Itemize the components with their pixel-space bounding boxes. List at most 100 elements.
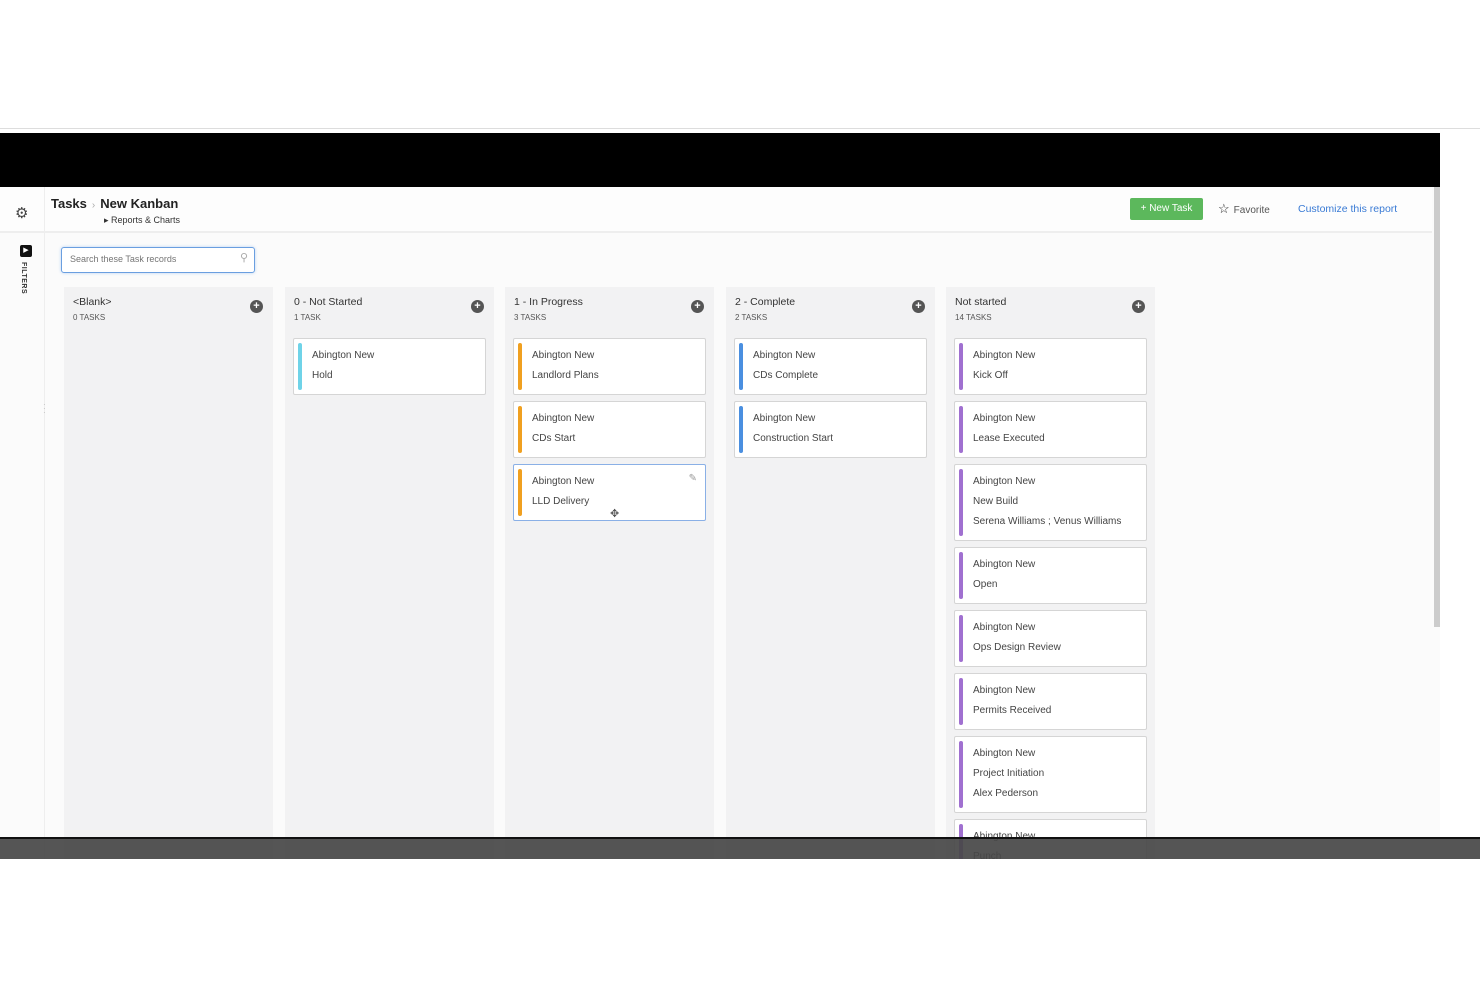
card-line: Abington New (312, 350, 375, 361)
add-card-icon[interactable]: + (912, 300, 925, 313)
video-control-bar (0, 837, 1480, 859)
edit-pencil-icon[interactable]: ✎ (688, 473, 697, 484)
card-line: Abington New (753, 350, 816, 361)
card-list: Abington New Landlord Plans Abington New CD… (513, 338, 706, 527)
star-icon: ☆ (1218, 201, 1230, 216)
card-line: Abington New (973, 559, 1036, 570)
video-black-bar (0, 133, 1440, 187)
card-line: Abington New (973, 622, 1036, 633)
status-color-bar (959, 678, 963, 725)
status-color-bar (518, 406, 522, 453)
task-card[interactable]: Abington New Permits Received (954, 673, 1147, 730)
page-title: New Kanban (100, 196, 179, 211)
search-box[interactable]: ⚲ (61, 247, 255, 273)
status-color-bar (959, 343, 963, 390)
filters-toggle[interactable]: ▶ FILTERS (20, 245, 34, 294)
breadcrumb: Tasks › New Kanban (51, 196, 178, 211)
card-line: CDs Start (532, 433, 576, 444)
task-card[interactable]: Abington New Kick Off (954, 338, 1147, 395)
card-line: Hold (312, 370, 333, 381)
favorite-button[interactable]: ☆ Favorite (1218, 201, 1270, 217)
card-line: Kick Off (973, 370, 1008, 381)
column-count: 0 TASKS (73, 313, 106, 322)
column-title: Not started (955, 296, 1007, 308)
card-line: Abington New (973, 827, 1146, 847)
column-title: <Blank> (73, 296, 112, 308)
status-color-bar (959, 406, 963, 453)
card-line: Abington New (973, 413, 1036, 424)
card-line: Abington New (973, 685, 1036, 696)
card-line: Open (973, 579, 998, 590)
status-color-bar (959, 615, 963, 662)
status-color-bar (739, 343, 743, 390)
kanban-column: 1 - In Progress 3 TASKS + Abington New Lan… (505, 287, 714, 859)
scrollbar[interactable] (1434, 187, 1440, 627)
task-card[interactable]: Abington New Construction Start (734, 401, 927, 458)
gear-icon[interactable]: ⚙ (15, 205, 29, 222)
task-card[interactable]: Abington New LLD Delivery ✎ ✥ (513, 464, 706, 521)
card-line: Abington New (973, 476, 1036, 487)
card-line: Permits Received (973, 705, 1052, 716)
kanban-column: 0 - Not Started 1 TASK + Abington New Hold (285, 287, 494, 859)
status-color-bar (959, 552, 963, 599)
column-count: 3 TASKS (514, 313, 547, 322)
search-input[interactable] (62, 248, 227, 270)
column-title: 0 - Not Started (294, 296, 363, 308)
task-card[interactable]: Abington New New Build Serena Williams ; V… (954, 464, 1147, 541)
task-card[interactable]: Abington New Open (954, 547, 1147, 604)
add-card-icon[interactable]: + (471, 300, 484, 313)
status-color-bar (518, 469, 522, 516)
column-count: 2 TASKS (735, 313, 768, 322)
card-list: Abington New Kick Off Abington New Lease Ex… (954, 338, 1147, 859)
card-line: New Build (973, 496, 1019, 507)
task-card[interactable]: Abington New Hold (293, 338, 486, 395)
card-line: Abington New (753, 413, 816, 424)
card-line: Serena Williams ; Venus Williams (973, 516, 1122, 527)
task-card[interactable]: Abington New Lease Executed (954, 401, 1147, 458)
card-line: Abington New (973, 748, 1036, 759)
card-line: Abington New (532, 413, 595, 424)
task-card[interactable]: Abington New CDs Start (513, 401, 706, 458)
task-card[interactable]: Abington New Project Initiation Alex Peder… (954, 736, 1147, 813)
column-title: 2 - Complete (735, 296, 796, 308)
favorite-label: Favorite (1233, 205, 1270, 216)
card-line: Construction Start (753, 433, 834, 444)
play-icon: ▶ (20, 245, 32, 257)
cursor-icon: ✥ (610, 508, 620, 520)
reports-charts-label: Reports & Charts (111, 215, 181, 225)
column-count: 1 TASK (294, 313, 321, 322)
card-line: LLD Delivery (532, 496, 590, 507)
column-count: 14 TASKS (955, 313, 992, 322)
status-color-bar (298, 343, 302, 390)
resize-handle[interactable]: · · · (43, 400, 46, 417)
new-task-button[interactable]: + New Task (1130, 198, 1203, 220)
reports-charts-link[interactable]: ▸ Reports & Charts (104, 215, 181, 225)
status-color-bar (739, 406, 743, 453)
card-line: Alex Pederson (973, 788, 1039, 799)
task-card[interactable]: Abington New Ops Design Review (954, 610, 1147, 667)
card-line: Ops Design Review (973, 642, 1061, 653)
card-list: Abington New Hold (293, 338, 486, 401)
card-line: Abington New (973, 350, 1036, 361)
top-divider (0, 128, 1480, 129)
breadcrumb-tasks[interactable]: Tasks (51, 196, 87, 211)
sidebar-divider (44, 187, 45, 859)
task-card[interactable]: Abington New CDs Complete (734, 338, 927, 395)
filters-label: FILTERS (20, 262, 27, 295)
task-card[interactable]: Abington New Landlord Plans (513, 338, 706, 395)
customize-report-link[interactable]: Customize this report (1298, 203, 1398, 215)
column-title: 1 - In Progress (514, 296, 583, 308)
add-card-icon[interactable]: + (691, 300, 704, 313)
status-color-bar (518, 343, 522, 390)
status-color-bar (959, 741, 963, 808)
card-line: CDs Complete (753, 370, 819, 381)
app-window: ⚙ Tasks › New Kanban ▸ Reports & Charts + … (0, 187, 1440, 859)
search-icon[interactable]: ⚲ (239, 252, 248, 264)
status-color-bar (959, 469, 963, 536)
card-line: Lease Executed (973, 433, 1045, 444)
add-card-icon[interactable]: + (1132, 300, 1145, 313)
kanban-column: 2 - Complete 2 TASKS + Abington New CDs Co… (726, 287, 935, 859)
card-line: Abington New (532, 476, 595, 487)
card-line: Landlord Plans (532, 370, 599, 381)
add-card-icon[interactable]: + (250, 300, 263, 313)
